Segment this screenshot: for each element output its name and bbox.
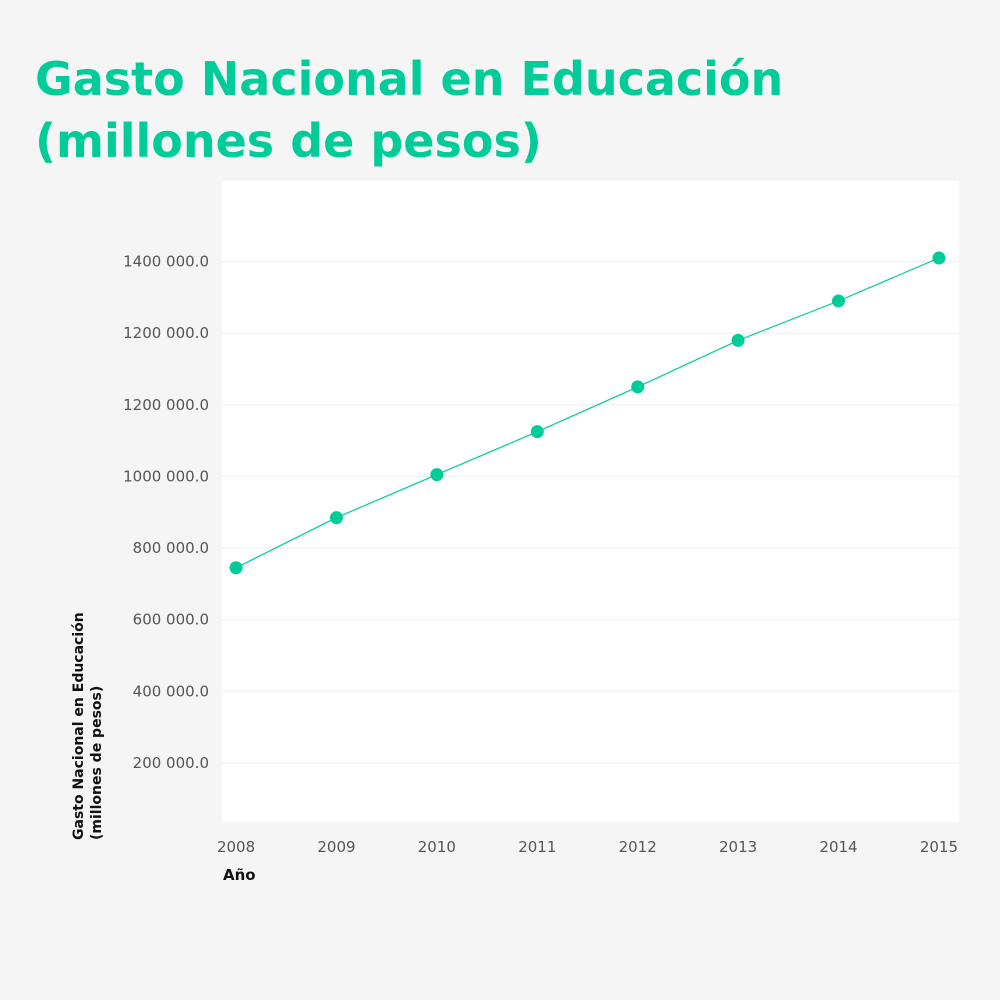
- y-tick-label: 1400 000.0: [123, 253, 209, 271]
- y-tick-label: 1200 000.0: [123, 324, 209, 342]
- x-tick-label: 2009: [317, 838, 355, 856]
- x-tick-label: 2015: [920, 838, 958, 856]
- y-tick-label: 1000 000.0: [123, 467, 209, 485]
- data-point: [430, 468, 444, 482]
- y-tick-label: 800 000.0: [133, 539, 209, 557]
- y-tick-label: 1200 000.0: [123, 396, 209, 414]
- chart-title-line-2: (millones de pesos): [35, 114, 542, 168]
- data-points: [229, 251, 946, 575]
- x-tick-label: 2008: [217, 838, 255, 856]
- data-point: [631, 380, 645, 394]
- y-axis-label: Gasto Nacional en Educación (millones de…: [70, 580, 106, 840]
- y-tick-label: 600 000.0: [133, 611, 209, 629]
- x-tick-label: 2012: [619, 838, 657, 856]
- chart-title-line-1: Gasto Nacional en Educación: [35, 52, 784, 106]
- data-point: [832, 294, 846, 308]
- x-tick-label: 2010: [418, 838, 456, 856]
- data-point: [932, 251, 946, 265]
- plot-area: [222, 181, 959, 822]
- data-point: [329, 511, 343, 525]
- y-tick-label: 200 000.0: [133, 754, 209, 772]
- y-tick-labels: 200 000.0 400 000.0 600 000.0 800 000.0 1000…: [123, 253, 209, 772]
- chart-title: Gasto Nacional en Educación (millones de…: [35, 48, 975, 172]
- data-point: [530, 425, 544, 439]
- data-point: [229, 561, 243, 575]
- x-tick-label: 2014: [819, 838, 857, 856]
- y-tick-label: 400 000.0: [133, 682, 209, 700]
- x-tick-labels: 2008 2009 2010 2011 2012 2013 2014 2015: [217, 838, 958, 856]
- x-tick-label: 2013: [719, 838, 757, 856]
- series-layer: [235, 257, 940, 569]
- grid-lines: [222, 261, 959, 764]
- x-axis-label: Año: [223, 866, 256, 884]
- y-axis-label-line-2: (millones de pesos): [89, 685, 105, 840]
- x-tick-label: 2011: [518, 838, 556, 856]
- series-line: [235, 257, 940, 569]
- y-axis-label-line-1: Gasto Nacional en Educación: [71, 612, 87, 840]
- data-point: [731, 333, 745, 347]
